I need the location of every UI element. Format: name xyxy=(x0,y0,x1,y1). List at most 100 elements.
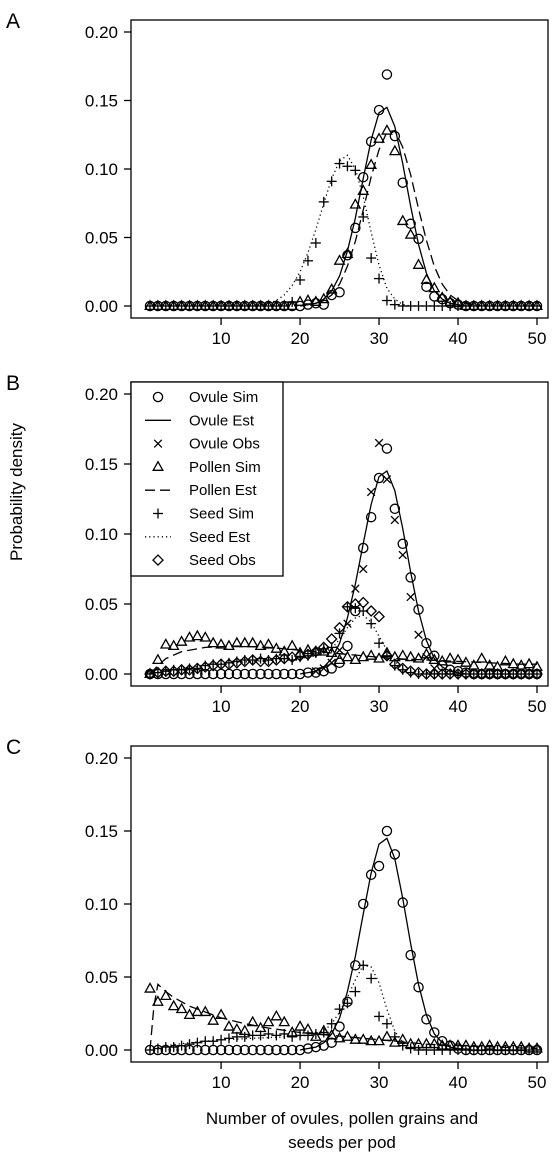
panel-b-seed-obs-point xyxy=(159,665,172,678)
legend-pollen-est-label: Pollen Est xyxy=(189,482,257,499)
panel-a-pollen-sim-point xyxy=(388,144,401,156)
panel-b-seed-sim-point xyxy=(381,650,392,661)
panel-b-pollen-sim-point xyxy=(325,646,338,658)
panel-b-seed-obs-point xyxy=(365,605,378,617)
panel-a-seed-sim-point xyxy=(366,253,377,264)
panel-c-pollen-sim-point xyxy=(199,1005,212,1017)
panel-a-ovule-sim-point xyxy=(397,177,408,188)
panel-b-ovule-sim-point xyxy=(365,511,377,523)
panel-c-letter: C xyxy=(6,736,21,759)
panel-b-seed-obs-point xyxy=(452,668,464,680)
panel-b-pollen-sim-point xyxy=(349,653,362,665)
legend-seed-obs-label: Seed Obs xyxy=(189,552,256,569)
panel-b-ovule-sim-point xyxy=(302,667,314,678)
panel-c-seed-sim-point xyxy=(263,1028,274,1039)
panel-b-ovule-sim-point xyxy=(381,443,393,454)
panel-b-ovule-obs-point xyxy=(390,515,400,525)
panel-b-seed-obs-point xyxy=(420,668,433,680)
panel-b-pollen-sim-point xyxy=(175,635,188,646)
panel-c-seed-sim-point xyxy=(397,1040,408,1051)
panel-a-ovule-sim-point xyxy=(334,287,345,298)
panel-c-ovule-sim-point xyxy=(357,898,369,910)
panel-b-seed-obs-point xyxy=(444,668,457,680)
panel-a-x-tick-label-30: 30 xyxy=(370,329,389,348)
panel-b-seed-obs-point xyxy=(523,668,536,680)
panel-b-seed-obs-point xyxy=(436,668,449,680)
panel-b-pollen-sim-point xyxy=(254,639,267,651)
panel-a-y-tick-label-1: 0.05 xyxy=(85,229,118,248)
panel-a-x-tick-label-50: 50 xyxy=(528,329,547,348)
panel-b-seed-obs-point xyxy=(215,658,228,671)
panel-a-ovule-sim-point xyxy=(421,281,432,293)
panel-c-ovule-sim-point xyxy=(294,1044,306,1056)
panel-b-seed-obs-point xyxy=(396,662,409,675)
panel-c-ovule-est-line xyxy=(299,837,467,1051)
panel-a-pollen-sim-point xyxy=(373,132,385,143)
panel-c-pollen-sim-point xyxy=(183,1008,196,1020)
panel-b-seed-sim-point xyxy=(247,655,258,665)
panel-b-seed-obs-points xyxy=(144,596,543,680)
panel-a-seed-sim-point xyxy=(310,237,321,248)
panel-b-pollen-sim-point xyxy=(246,636,259,648)
panel-c-ovule-sim-point xyxy=(279,1044,290,1056)
panel-a-ovule-sim-point xyxy=(350,222,361,234)
panel-a-ovule-sim-point xyxy=(310,298,322,309)
panel-b-ovule-sim-point xyxy=(294,668,306,680)
panel-b-ovule-obs-point xyxy=(382,475,392,484)
panel-c-pollen-sim-point xyxy=(278,1015,291,1027)
panel-b-y-tick-label-4: 0.20 xyxy=(85,385,118,404)
panel-c-ovule-sim-point xyxy=(310,1041,322,1053)
panel-b-pollen-sim-point xyxy=(167,639,180,651)
panel-c-ovule-sim-point xyxy=(381,825,393,837)
panel-a-ovule-sim-points xyxy=(144,69,543,312)
panel-a-seed-sim-point xyxy=(287,296,298,307)
panel-c-pollen-sim-point xyxy=(309,1030,322,1041)
panel-a-pollen-sim-point xyxy=(365,158,378,169)
panel-b-ovule-sim-point xyxy=(279,668,290,680)
panel-b-ovule-sim-point xyxy=(389,503,401,515)
panel-b-ovule-sim-point xyxy=(255,668,266,680)
panel-b-seed-obs-point xyxy=(467,668,480,680)
panel-a-seed-sim-point xyxy=(389,299,400,310)
panel-c-x-tick-label-30: 30 xyxy=(370,1073,389,1092)
panel-b-pollen-sim-point xyxy=(286,639,299,651)
panel-c-seed-sim-point xyxy=(176,1040,187,1051)
panel-b-seed-obs-point xyxy=(515,668,528,680)
panel-b-pollen-sim-point xyxy=(151,653,164,665)
panel-a-pollen-sim-point xyxy=(381,124,393,135)
panel-b-pollen-sim-point xyxy=(452,653,464,665)
panel-b-ovule-obs-point xyxy=(335,645,344,655)
panel-a-seed-sim-points xyxy=(145,158,542,311)
panel-b-ovule-obs-point xyxy=(366,487,376,497)
panel-b-ovule-obs-point xyxy=(319,664,329,673)
panel-b-pollen-sim-point xyxy=(404,650,417,662)
panel-c-pollen-sim-point xyxy=(167,999,180,1011)
panel-c-seed-sim-point xyxy=(350,986,361,997)
panel-c-seed-sim-point xyxy=(223,1033,234,1044)
panel-b-seed-obs-point xyxy=(491,668,504,680)
panel-b-pollen-sim-point xyxy=(238,636,251,648)
panel-b-seed-obs-point xyxy=(428,668,441,680)
panel-a-seed-sim-point xyxy=(334,158,345,169)
panel-c-seed-sim-point xyxy=(168,1042,179,1053)
panel-b-ovule-obs-point xyxy=(311,666,321,676)
panel-b-pollen-sim-point xyxy=(475,652,488,663)
panel-c-pollen-sim-point xyxy=(333,1031,346,1043)
panel-b-letter: B xyxy=(6,372,20,395)
panel-a-seed-sim-point xyxy=(342,161,353,172)
panel-b-ovule-obs-point xyxy=(374,438,384,448)
panel-a-seed-sim-point xyxy=(374,273,385,284)
panel-c-pollen-sim-point xyxy=(175,1002,188,1014)
panel-c-pollen-sim-point xyxy=(294,1020,306,1031)
panel-a-seed-sim-point xyxy=(358,211,369,222)
panel-a-pollen-sim-point xyxy=(396,214,409,226)
panel-c-x-tick-label-50: 50 xyxy=(528,1073,547,1092)
panel-c-seed-sim-point xyxy=(271,1030,282,1041)
panel-a-ovule-sim-point xyxy=(381,69,393,80)
panel-a-pollen-sim-point xyxy=(294,295,306,306)
panel-a-letter: A xyxy=(6,10,20,33)
panel-b-seed-obs-point xyxy=(531,668,543,680)
panel-c-seed-sim-point xyxy=(318,1027,329,1038)
panel-a-seed-sim-point xyxy=(381,295,392,306)
panel-b-seed-obs-point xyxy=(357,596,370,609)
